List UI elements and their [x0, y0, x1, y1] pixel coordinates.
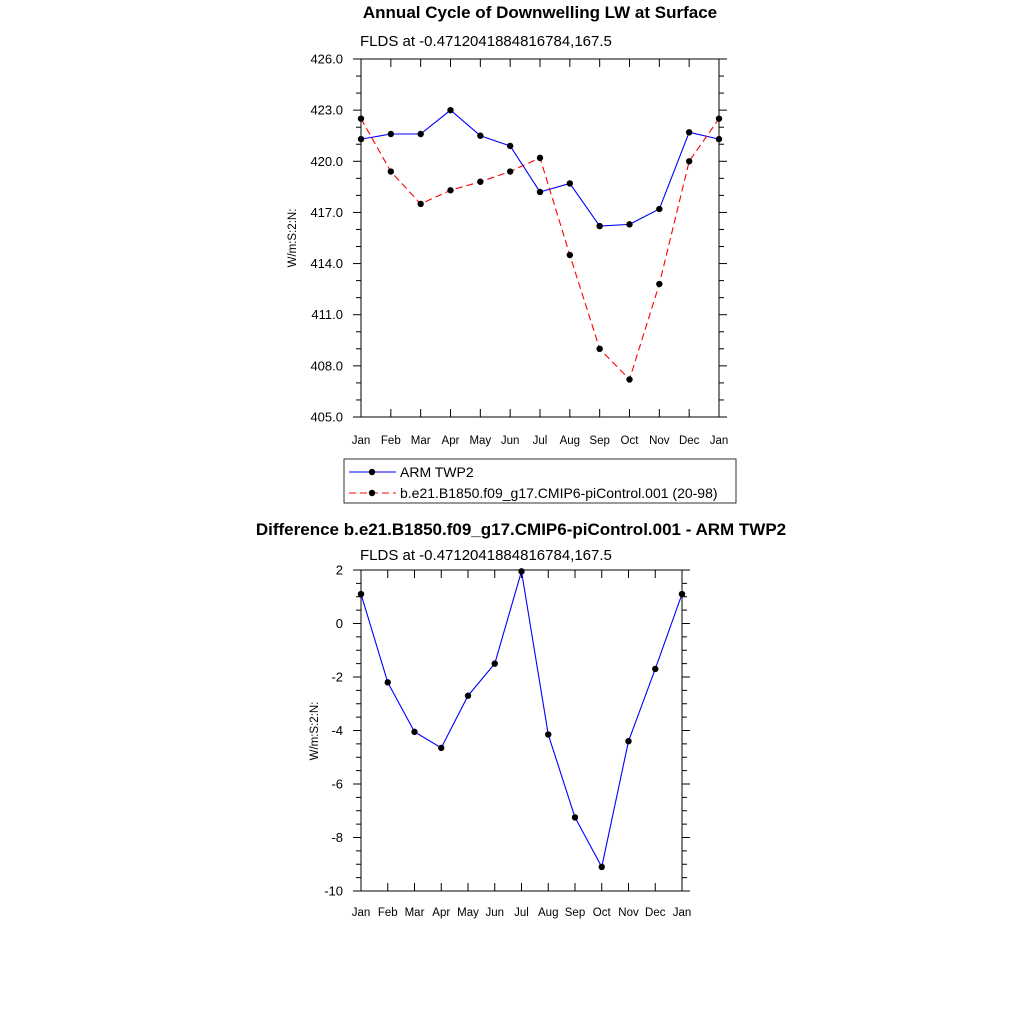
chart-2-series-1-point: [652, 665, 659, 673]
chart-2-x-tick-label: Dec: [645, 907, 666, 919]
chart-2-y-tick-label: 0: [336, 616, 343, 631]
chart-1-x-tick-label: Jul: [533, 435, 548, 447]
legend-series-2-label: b.e21.B1850.f09_g17.CMIP6-piControl.001 …: [400, 485, 718, 501]
legend-box: [343, 458, 737, 504]
chart-2-series-1-point: [411, 728, 418, 736]
chart-1-y-tick-label: 405.0: [310, 410, 343, 425]
chart-1-series-1-line: [360, 109, 720, 227]
chart-2-series-1-point: [678, 590, 686, 598]
chart-2-y-tick-label: -8: [331, 830, 343, 845]
chart-2-x-tick-label: Jan: [352, 907, 371, 919]
chart-1-series-2-point: [357, 115, 365, 122]
chart-2-plot: Jan Feb Mar Apr May Jun Jul Aug Sep Oct Nov Dec Jan-…: [324, 563, 691, 920]
chart-2-x-tick-label: Jun: [485, 907, 504, 919]
chart-1-series-1-point: [387, 130, 395, 138]
chart-1-series-2-point: [506, 168, 514, 175]
legend-series-2-marker: [368, 489, 376, 497]
chart-1-x-tick-label: Aug: [560, 435, 580, 447]
chart-2-series-1-point: [518, 568, 525, 575]
chart-2-series-1-point: [464, 692, 472, 699]
chart-1-series-2-point: [447, 187, 454, 194]
chart-1-y-tick-label: 411.0: [311, 307, 343, 322]
chart-1-x-tick-label: Dec: [679, 435, 700, 447]
chart-1-series-2-point: [656, 280, 663, 288]
chart-1-series-1-point: [536, 188, 544, 196]
chart-2-y-tick-label: -10: [324, 884, 343, 899]
chart-1-series-1-point: [715, 135, 723, 143]
chart-1-y-tick-label: 417.0: [310, 205, 343, 220]
chart-1-series-2-point: [685, 158, 693, 165]
chart-2-x-tick-label: Apr: [432, 907, 450, 919]
chart-1-x-tick-label: Jun: [501, 435, 520, 447]
chart-1-x-tick-label: Oct: [621, 435, 640, 447]
chart-1-x-tick-label: Mar: [411, 435, 431, 447]
chart-1-plot: Jan Feb Mar Apr May Jun Jul Aug Sep Oct Nov Dec Jan 4…: [310, 52, 728, 448]
legend-series-1-marker: [368, 468, 376, 476]
chart-1-series-1-point: [656, 205, 663, 213]
chart-1-y-axis-label: W/m:S:2:N:: [287, 209, 299, 268]
chart-1-subtitle: FLDS at -0.4712041884816784,167.5: [360, 33, 612, 50]
chart-2-series-1-point: [598, 863, 605, 871]
chart-1-series-1-point: [417, 130, 424, 138]
chart-1-x-tick-label: Sep: [589, 435, 609, 447]
chart-1-series-2-point: [536, 154, 544, 162]
chart-2-x-tick-label: Mar: [405, 907, 425, 919]
chart-1-y-tick-label: 414.0: [310, 256, 343, 271]
chart-1-series-2-point: [626, 376, 633, 383]
chart-1-y-tick-label: 408.0: [310, 358, 343, 373]
chart-1-series-2-point: [417, 200, 424, 208]
chart-1-series-1-point: [626, 221, 633, 228]
chart-1-series-1-point: [566, 180, 574, 187]
chart-1-series-2-point: [477, 178, 484, 185]
chart-1-x-tick-label: Feb: [381, 435, 401, 447]
chart-2-x-tick-label: Jan: [673, 907, 692, 919]
chart-2-y-tick-label: 2: [336, 563, 343, 578]
chart-1-frame: [360, 58, 720, 418]
chart-2-series-1-point: [357, 590, 365, 598]
chart-2-x-tick-label: Oct: [593, 907, 612, 919]
chart-2-x-tick-label: Feb: [378, 907, 398, 919]
chart-1-series-2-point: [566, 251, 574, 259]
chart-2-series-1-point: [384, 679, 391, 686]
chart-1-series-2-point: [387, 168, 395, 175]
chart-2-x-tick-label: Jul: [514, 907, 529, 919]
chart-1-x-tick-label: Jan: [710, 435, 729, 447]
chart-2-x-tick-label: Aug: [538, 907, 558, 919]
legend-series-1-label: ARM TWP2: [400, 464, 474, 480]
chart-2-frame: [360, 569, 683, 892]
chart-2-series-1-point: [571, 814, 579, 821]
chart-2-series-1-point: [438, 744, 445, 752]
chart-2-title: Difference b.e21.B1850.f09_g17.CMIP6-piC…: [256, 520, 786, 539]
chart-1-y-tick-label: 426.0: [310, 52, 343, 67]
chart-1-series-1-point: [685, 129, 693, 136]
chart-2-series-1-point: [491, 660, 498, 667]
chart-1-series-1-point: [506, 142, 514, 150]
chart-1-series-1-point: [447, 106, 454, 114]
chart-1-x-tick-label: May: [469, 435, 491, 447]
chart-1-series-1-point: [596, 222, 603, 230]
chart-1-series-2-point: [596, 345, 603, 353]
chart-2-y-axis-label: W/m:S:2:N:: [309, 702, 321, 761]
chart-1-x-tick-label: Apr: [442, 435, 460, 447]
chart-2-x-tick-label: Nov: [618, 907, 639, 919]
chart-1-x-tick-label: Jan: [352, 435, 371, 447]
chart-2-y-tick-label: -6: [331, 777, 343, 792]
chart-1-series-1-point: [477, 132, 484, 139]
chart-2-y-tick-label: -4: [331, 723, 343, 738]
chart-2-x-tick-label: May: [457, 907, 479, 919]
chart-2-series-1-point: [545, 731, 552, 738]
chart-1-legend: ARM TWP2 b.e21.B1850.f09_g17.CMIP6-piCont…: [343, 458, 737, 504]
chart-2-subtitle: FLDS at -0.4712041884816784,167.5: [360, 547, 612, 564]
chart-1-y-tick-label: 420.0: [310, 154, 343, 169]
chart-2-series-1-point: [625, 738, 632, 745]
chart-2-y-tick-label: -2: [331, 670, 343, 685]
chart-1-y-tick-label: 423.0: [310, 103, 343, 118]
chart-2-series-1-line: [360, 571, 683, 869]
chart-1-title: Annual Cycle of Downwelling LW at Surfac…: [363, 3, 717, 22]
chart-1-x-tick-label: Nov: [649, 435, 670, 447]
chart-2-x-tick-label: Sep: [565, 907, 585, 919]
chart-1-series-2-point: [715, 115, 723, 122]
chart-1-series-1-point: [357, 135, 365, 143]
